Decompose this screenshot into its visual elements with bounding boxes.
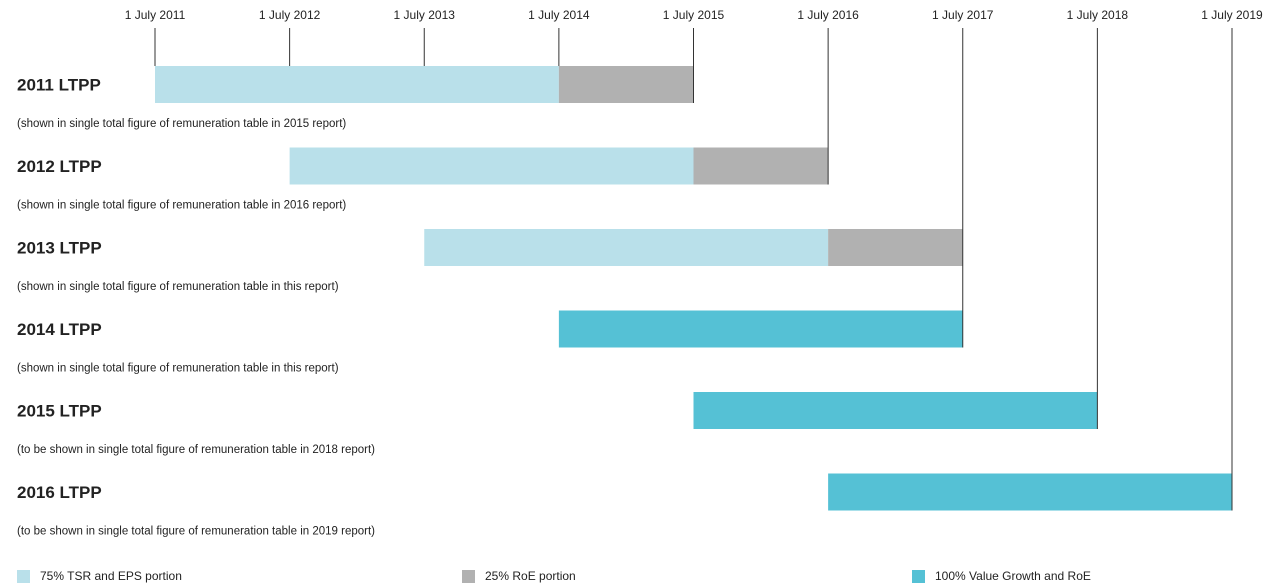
bar-segment: [828, 229, 963, 266]
plan-label: 2016 LTPP: [17, 483, 102, 502]
bar-segment: [155, 66, 559, 103]
plan-note: (to be shown in single total figure of r…: [17, 526, 375, 538]
plan-label: 2014 LTPP: [17, 320, 102, 339]
plan-label: 2012 LTPP: [17, 157, 102, 176]
x-tick-label: 1 July 2012: [259, 8, 321, 22]
plan-label: 2015 LTPP: [17, 401, 102, 420]
plan-note: (shown in single total figure of remuner…: [17, 363, 339, 375]
bar-segment: [558, 310, 963, 348]
bar-segment: [424, 229, 829, 266]
x-tick-label: 1 July 2019: [1201, 8, 1263, 22]
plan-note: (shown in single total figure of remuner…: [17, 118, 346, 130]
bar-segment: [693, 147, 829, 185]
legend-swatch: [912, 570, 925, 583]
x-tick-label: 1 July 2018: [1067, 8, 1129, 22]
x-tick-label: 1 July 2014: [528, 8, 590, 22]
legend-label: 100% Value Growth and RoE: [935, 569, 1091, 583]
plan-label: 2013 LTPP: [17, 238, 102, 257]
legend-swatch: [17, 570, 30, 583]
plan-note: (to be shown in single total figure of r…: [17, 444, 375, 456]
x-tick-label: 1 July 2011: [125, 8, 186, 22]
bar-segment: [289, 147, 694, 185]
x-tick-label: 1 July 2013: [394, 8, 456, 22]
legend-swatch: [462, 570, 475, 583]
bar-segment: [693, 392, 1098, 429]
x-tick-label: 1 July 2015: [663, 8, 725, 22]
x-tick-label: 1 July 2017: [932, 8, 994, 22]
x-tick-label: 1 July 2016: [797, 8, 859, 22]
plan-label: 2011 LTPP: [17, 75, 101, 94]
bar-segment: [828, 473, 1232, 511]
legend-label: 75% TSR and EPS portion: [40, 569, 182, 583]
legend-label: 25% RoE portion: [485, 569, 576, 583]
bar-segment: [558, 66, 694, 103]
plan-note: (shown in single total figure of remuner…: [17, 200, 346, 212]
plan-note: (shown in single total figure of remuner…: [17, 281, 339, 293]
